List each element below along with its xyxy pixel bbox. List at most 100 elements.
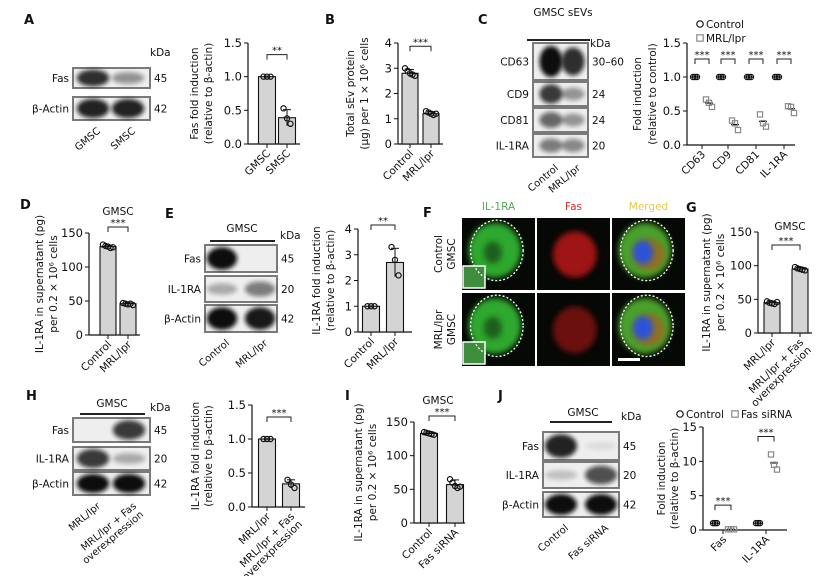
nucleus-dark — [483, 241, 502, 264]
data-point — [756, 111, 764, 118]
y-axis-label: per 0.2 × 10⁶ cells — [48, 235, 60, 332]
micrograph-tile — [462, 218, 535, 290]
legend-label: Fas siRNA — [741, 409, 793, 421]
bar — [763, 302, 781, 334]
micrograph-tile — [537, 293, 610, 366]
data-point — [260, 73, 267, 80]
data-point — [283, 115, 291, 122]
channel-header: Merged — [629, 201, 668, 213]
data-point — [743, 73, 751, 81]
chart-a: 0.0 0.5 1.0 1.5 Fas fold induction (relative … — [189, 36, 300, 178]
blot-band — [585, 494, 617, 515]
data-point — [371, 303, 378, 310]
panel-letter-i: I — [345, 389, 350, 404]
significance-bracket — [107, 226, 129, 232]
blot-kda-value: 45 — [154, 425, 167, 437]
scale-bar — [618, 358, 640, 361]
y-tick-label: 1.5 — [224, 36, 242, 50]
blot-kda-value: 20 — [592, 141, 605, 153]
blot-row: CD9 24 — [507, 81, 606, 107]
panel-letter-d: D — [20, 198, 31, 213]
y-tick-label: 100 — [386, 449, 408, 463]
y-axis-label: Fold induction — [632, 57, 644, 131]
blot-kda-value: 24 — [592, 89, 606, 101]
panel-letter-e: E — [165, 207, 174, 222]
significance-bracket — [409, 45, 432, 52]
blot-band — [539, 138, 563, 153]
blot-row-label: IL-1RA — [168, 284, 202, 296]
chart-j: 0 5 10 15 Fold induction (relative to β-actin… — [656, 409, 793, 566]
x-tick-label: CD63 — [679, 149, 708, 178]
x-tick-label: Fas — [709, 534, 729, 554]
y-tick-label: 15 — [682, 420, 697, 434]
blot-row: IL-1RA 20 — [168, 275, 294, 303]
bar — [257, 438, 277, 508]
blot-kda-value: 42 — [154, 479, 167, 491]
data-point — [676, 410, 684, 418]
y-axis-label: Fold induction — [656, 442, 668, 516]
blot-row: IL-1RA 20 — [506, 461, 636, 489]
y-tick-label: 3 — [385, 61, 392, 75]
data-point — [260, 435, 267, 443]
bar — [119, 303, 137, 336]
y-tick-label: 0.0 — [663, 138, 681, 152]
blot-band — [561, 113, 585, 127]
y-tick-label: 1 — [385, 112, 392, 126]
inset-zoom — [462, 341, 486, 365]
y-tick-label: 1.0 — [663, 70, 681, 84]
blot-band — [76, 449, 110, 468]
significance-bracket — [776, 58, 792, 64]
blot-lane-label: GMSC — [73, 126, 103, 154]
data-point — [731, 410, 739, 418]
kda-label: kDa — [150, 402, 171, 414]
data-point — [284, 476, 291, 483]
y-tick-label: 150 — [730, 225, 752, 239]
data-point — [754, 519, 762, 527]
cell-outline — [469, 219, 524, 282]
channel-header: IL-1RA — [482, 201, 516, 213]
data-point — [367, 303, 375, 310]
blot-row-label: β-Actin — [164, 314, 201, 326]
data-point — [693, 73, 701, 81]
y-tick-label: 0 — [745, 326, 752, 340]
blot-a: kDa Fas 45 β-Actin 42 GMSC SMSC — [32, 47, 171, 153]
significance-label: *** — [413, 37, 428, 48]
blot-row-label: Fas — [522, 441, 539, 453]
significance-label: *** — [111, 218, 126, 229]
y-tick-label: 10 — [682, 454, 697, 468]
blot-row: Fas 45 — [184, 244, 294, 273]
y-axis-label: (relative to control) — [647, 43, 659, 144]
significance-label: *** — [716, 496, 731, 507]
significance-bracket — [266, 54, 288, 60]
data-point — [388, 243, 395, 251]
y-axis-label: Fas fold induction — [189, 47, 201, 139]
y-tick-label: 50 — [393, 482, 408, 496]
kda-label: kDa — [280, 230, 301, 242]
blot-band — [539, 111, 563, 129]
panel-letter-b: B — [325, 13, 335, 28]
panel-letter-j: J — [497, 389, 503, 404]
panel-letter-f: F — [423, 206, 432, 221]
chart-h: 0.0 0.5 1.0 1.5 IL-1RA fold induction (relati… — [190, 398, 305, 576]
significance-bracket — [748, 58, 764, 64]
blot-band — [539, 45, 563, 78]
significance-label: *** — [272, 408, 287, 419]
y-tick-label: 0 — [690, 523, 697, 537]
blot-band — [206, 283, 238, 295]
data-point — [263, 73, 271, 80]
blot-kda-value: 45 — [623, 441, 636, 453]
y-tick-label: 1.0 — [224, 70, 242, 84]
legend-label: MRL/lpr — [706, 33, 746, 45]
blot-band — [244, 307, 276, 330]
blot-lane-label: Fas siRNA — [567, 523, 611, 563]
data-point — [762, 123, 770, 130]
data-point — [287, 481, 295, 488]
data-point — [263, 435, 271, 443]
significance-bracket — [720, 58, 736, 64]
blot-lane-label: MRL/lpr — [234, 337, 271, 370]
blot-row: β-Actin 42 — [164, 304, 294, 333]
data-point — [364, 303, 371, 310]
blot-row-label: IL-1RA — [36, 454, 70, 466]
blot-band — [76, 69, 110, 87]
